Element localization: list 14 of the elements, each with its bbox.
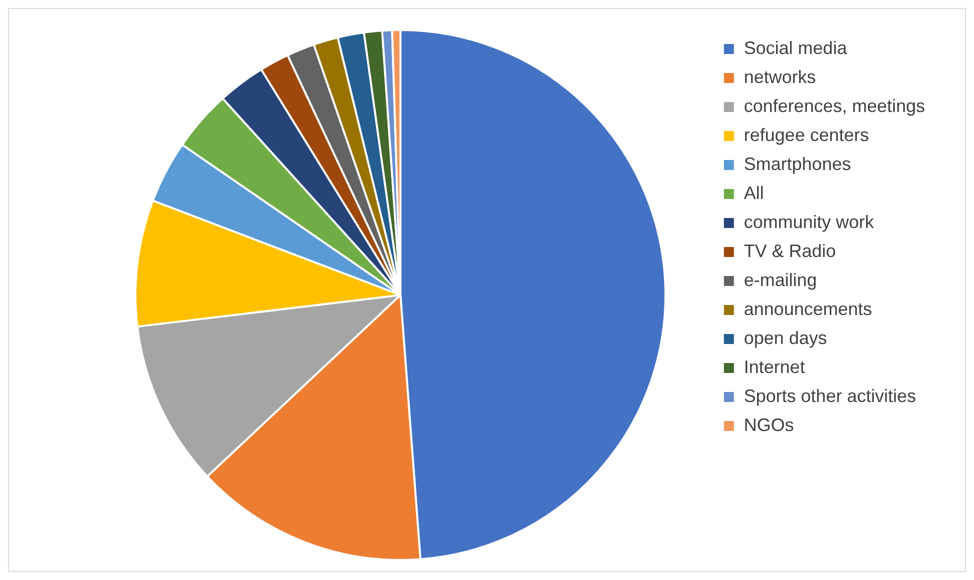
legend-label: NGOs bbox=[744, 414, 794, 435]
legend-label: refugee centers bbox=[744, 124, 869, 145]
legend-label: Internet bbox=[744, 356, 805, 377]
legend-label: e-mailing bbox=[744, 270, 817, 290]
legend-label: announcements bbox=[744, 298, 872, 319]
legend-label: All bbox=[744, 182, 764, 203]
legend-label: TV & Radio bbox=[744, 240, 836, 261]
legend-label: networks bbox=[744, 66, 816, 87]
legend-label: Smartphones bbox=[744, 154, 851, 174]
legend-label: open days bbox=[744, 328, 827, 348]
legend-label: Social media bbox=[744, 38, 848, 58]
legend-label: conferences, meetings bbox=[744, 96, 926, 116]
legend-label: community work bbox=[744, 212, 875, 232]
legend-label: Sports other activities bbox=[744, 386, 916, 406]
